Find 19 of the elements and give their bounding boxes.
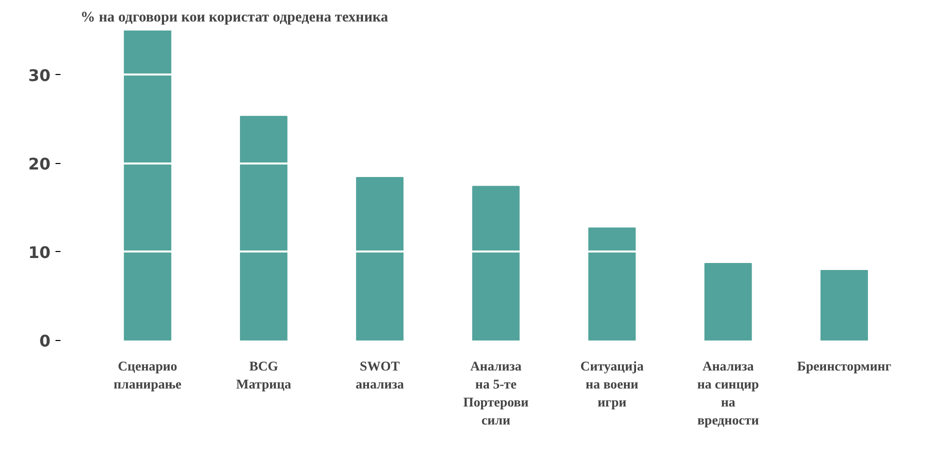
y-tick-label: 20 — [28, 154, 50, 174]
x-tick-label: Бреинсторминг — [797, 358, 892, 374]
y-tick-label: 0 — [39, 332, 51, 350]
y-tick-label: 30 — [28, 66, 50, 85]
bar — [704, 262, 752, 340]
x-tick-label: BCG Матрица — [236, 358, 292, 392]
y-tick-label: 10 — [28, 242, 50, 262]
bar — [356, 177, 404, 340]
bar — [588, 228, 636, 340]
bar — [820, 270, 868, 340]
x-tick-label: Ситуација на воени игри — [580, 358, 644, 410]
bar — [240, 116, 288, 340]
chart-title: % на одговори кои користат одредена техника — [80, 10, 389, 26]
x-tick-label: Анализа на синцир на вредности — [697, 358, 760, 428]
x-tick-label: SWOT анализа — [356, 358, 404, 392]
x-tick-label: Анализа на 5-те Портерови сили — [463, 358, 529, 428]
x-tick-label: Сценарио планирање — [114, 358, 182, 392]
bar — [124, 30, 172, 340]
bar — [472, 186, 520, 340]
